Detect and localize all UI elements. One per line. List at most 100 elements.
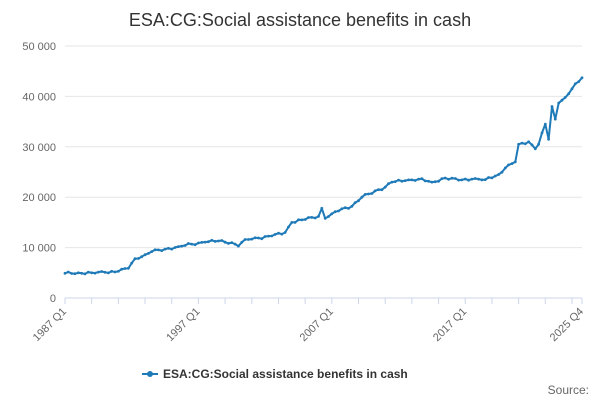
data-point[interactable] xyxy=(397,178,400,182)
data-point[interactable] xyxy=(380,188,384,192)
data-point[interactable] xyxy=(360,195,364,199)
data-point[interactable] xyxy=(263,235,267,238)
data-point[interactable] xyxy=(203,240,207,244)
data-point[interactable] xyxy=(577,80,581,83)
data-point[interactable] xyxy=(527,140,530,144)
data-point[interactable] xyxy=(257,236,260,240)
data-point[interactable] xyxy=(247,238,250,241)
data-point[interactable] xyxy=(487,176,490,179)
data-point[interactable] xyxy=(553,117,557,121)
data-point[interactable] xyxy=(307,216,310,219)
data-point[interactable] xyxy=(430,180,434,184)
data-point[interactable] xyxy=(440,177,444,181)
data-point[interactable] xyxy=(490,176,494,180)
data-point[interactable] xyxy=(393,180,397,184)
data-point[interactable] xyxy=(157,248,160,252)
data-point[interactable] xyxy=(453,177,457,180)
data-point[interactable] xyxy=(167,246,170,250)
data-point[interactable] xyxy=(260,237,264,241)
data-point[interactable] xyxy=(170,247,174,251)
data-point[interactable] xyxy=(110,269,114,273)
data-point[interactable] xyxy=(510,162,514,166)
data-point[interactable] xyxy=(580,76,584,80)
data-point[interactable] xyxy=(323,217,327,220)
data-point[interactable] xyxy=(97,270,100,274)
data-point[interactable] xyxy=(137,257,140,260)
data-point[interactable] xyxy=(250,237,254,241)
data-point[interactable] xyxy=(337,209,340,213)
data-point[interactable] xyxy=(303,218,307,221)
data-point[interactable] xyxy=(480,178,484,182)
data-point[interactable] xyxy=(180,244,184,248)
data-point[interactable] xyxy=(197,241,200,245)
data-point[interactable] xyxy=(213,240,217,243)
data-point[interactable] xyxy=(563,96,567,99)
data-point[interactable] xyxy=(327,215,330,218)
data-point[interactable] xyxy=(117,269,120,273)
data-point[interactable] xyxy=(497,173,500,176)
data-point[interactable] xyxy=(507,163,510,167)
data-point[interactable] xyxy=(400,179,404,183)
data-point[interactable] xyxy=(240,240,244,244)
data-point[interactable] xyxy=(300,218,304,222)
data-point[interactable] xyxy=(73,272,77,276)
data-point[interactable] xyxy=(570,87,574,91)
data-point[interactable] xyxy=(273,233,277,236)
data-point[interactable] xyxy=(413,179,417,182)
data-point[interactable] xyxy=(277,231,280,235)
data-point[interactable] xyxy=(447,177,450,181)
data-point[interactable] xyxy=(377,188,380,192)
data-point[interactable] xyxy=(567,92,571,96)
data-point[interactable] xyxy=(320,206,324,210)
data-point[interactable] xyxy=(340,207,344,211)
data-point[interactable] xyxy=(417,177,420,181)
data-point[interactable] xyxy=(120,267,124,271)
data-point[interactable] xyxy=(210,238,214,242)
data-point[interactable] xyxy=(70,272,74,275)
data-point[interactable] xyxy=(457,178,460,182)
legend[interactable]: ESA:CG:Social assistance benefits in cas… xyxy=(142,367,408,381)
data-point[interactable] xyxy=(66,270,70,274)
data-point[interactable] xyxy=(143,253,147,257)
data-point[interactable] xyxy=(387,182,390,186)
data-point[interactable] xyxy=(470,177,474,181)
data-point[interactable] xyxy=(93,271,97,275)
data-point[interactable] xyxy=(357,199,360,203)
data-point[interactable] xyxy=(107,271,110,275)
data-point[interactable] xyxy=(293,221,297,224)
data-point[interactable] xyxy=(280,232,284,236)
data-point[interactable] xyxy=(150,250,154,254)
data-point[interactable] xyxy=(543,122,547,126)
data-point[interactable] xyxy=(483,178,487,182)
data-point[interactable] xyxy=(153,248,157,252)
data-point[interactable] xyxy=(557,101,561,105)
data-point[interactable] xyxy=(550,105,554,108)
data-point[interactable] xyxy=(80,271,84,275)
data-point[interactable] xyxy=(267,234,270,238)
data-point[interactable] xyxy=(423,179,427,183)
data-point[interactable] xyxy=(540,131,544,135)
data-point[interactable] xyxy=(253,236,257,240)
series-line[interactable] xyxy=(64,77,583,275)
data-point[interactable] xyxy=(237,244,240,248)
data-point[interactable] xyxy=(333,210,337,214)
data-point[interactable] xyxy=(410,178,414,182)
data-point[interactable] xyxy=(537,142,540,146)
data-point[interactable] xyxy=(223,240,227,244)
data-point[interactable] xyxy=(126,266,130,270)
data-point[interactable] xyxy=(90,271,94,275)
data-point[interactable] xyxy=(163,247,167,251)
data-point[interactable] xyxy=(220,239,224,242)
data-point[interactable] xyxy=(130,261,134,265)
data-point[interactable] xyxy=(103,270,107,274)
data-point[interactable] xyxy=(350,204,354,208)
data-point[interactable] xyxy=(560,98,564,102)
data-point[interactable] xyxy=(353,201,357,205)
data-point[interactable] xyxy=(437,179,440,183)
data-point[interactable] xyxy=(217,239,220,243)
data-point[interactable] xyxy=(467,178,470,182)
data-point[interactable] xyxy=(523,142,527,146)
data-point[interactable] xyxy=(63,271,67,275)
data-point[interactable] xyxy=(373,189,377,193)
data-point[interactable] xyxy=(207,240,210,244)
